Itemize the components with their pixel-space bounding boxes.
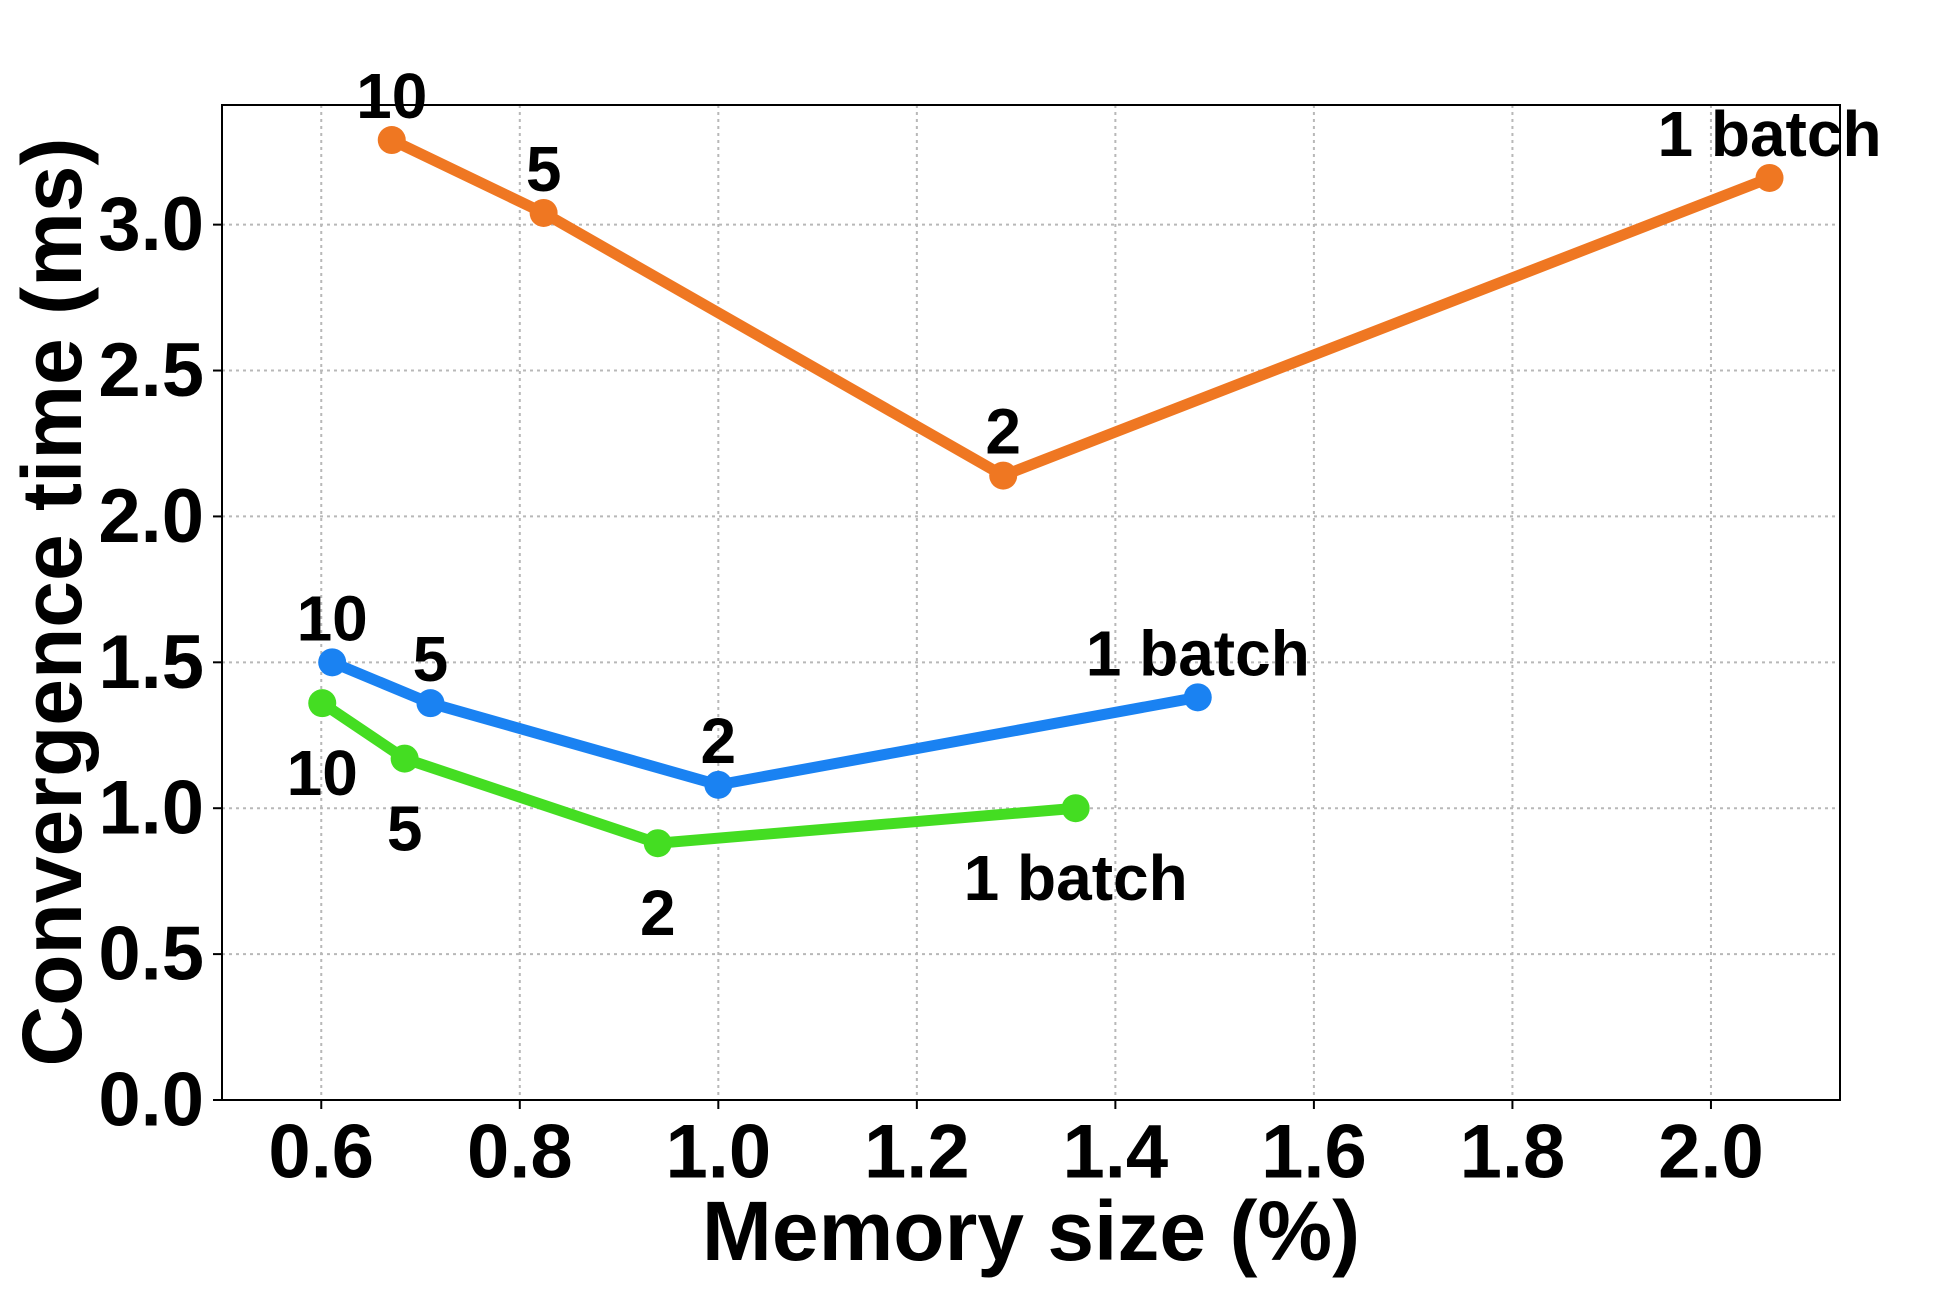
y-tick-label: 3.0 (98, 182, 204, 267)
y-tick-label: 0.5 (98, 912, 204, 997)
data-point-marker (1061, 794, 1090, 823)
data-point-label: 1 batch (1086, 617, 1310, 689)
data-point-marker (318, 648, 347, 677)
plot-area-frame (221, 104, 1841, 1101)
data-point-label: 5 (526, 133, 562, 205)
data-point-label: 2 (640, 877, 676, 949)
data-point-label: 10 (297, 582, 368, 654)
x-tick-label: 1.8 (1460, 1110, 1566, 1195)
series-line (326, 656, 1204, 791)
data-point-marker (1183, 683, 1212, 712)
data-point-marker (1755, 163, 1784, 192)
y-tick-label: 2.0 (98, 474, 204, 559)
y-tick-label: 1.0 (98, 766, 204, 851)
data-point-marker (308, 689, 337, 718)
series-line (386, 134, 1776, 482)
data-point-label: 5 (387, 793, 423, 865)
x-tick-label: 0.8 (467, 1110, 573, 1195)
data-point-marker (416, 689, 445, 718)
data-point-marker (529, 198, 558, 227)
x-tick-label: 2.0 (1658, 1110, 1764, 1195)
point-labels: 10 5 2 1 batch 10 5 2 1 batch 10 5 2 1 batch (287, 60, 1882, 949)
x-tick-label: 1.6 (1261, 1110, 1367, 1195)
data-point-marker (643, 829, 672, 858)
data-point-label: 10 (356, 60, 427, 132)
data-point-marker (377, 126, 406, 155)
grid (222, 105, 1840, 1101)
series-line (316, 697, 1082, 849)
data-point-label: 1 batch (964, 842, 1188, 914)
data-point-marker (704, 770, 733, 799)
data-point-label: 10 (287, 737, 358, 809)
series-group (308, 126, 1784, 858)
data-point-label: 2 (985, 396, 1021, 468)
y-axis-label: Convergence time (ms) (5, 138, 99, 1067)
x-tick-label: 0.6 (268, 1110, 374, 1195)
data-point-marker (989, 461, 1018, 490)
x-tick-label: 1.0 (665, 1110, 771, 1195)
x-tick-label: 1.2 (864, 1110, 970, 1195)
x-axis-label: Memory size (%) (702, 1184, 1360, 1278)
data-point-label: 1 batch (1657, 98, 1881, 170)
y-tick-label: 1.5 (98, 620, 204, 705)
y-tick-label: 2.5 (98, 328, 204, 413)
data-point-marker (390, 744, 419, 773)
data-point-label: 2 (701, 705, 737, 777)
axis-ticks: 0.6 0.8 1.0 1.2 1.4 1.6 1.8 2.0 0.0 0.5 1.0 1.5 2.0 2… (98, 182, 1763, 1194)
y-tick-label: 0.0 (98, 1058, 204, 1143)
data-point-label: 5 (413, 623, 449, 695)
x-tick-label: 1.4 (1063, 1110, 1169, 1195)
